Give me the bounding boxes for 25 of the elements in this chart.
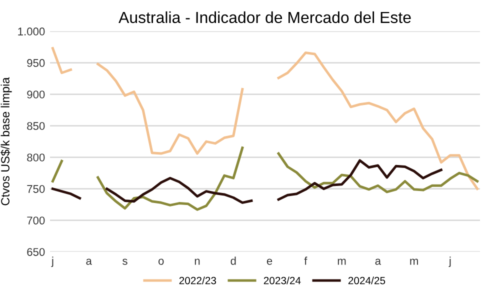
- x-tick-label: s: [122, 258, 128, 265]
- y-tick-label: 800: [27, 154, 45, 162]
- x-tick-label: e: [266, 258, 272, 265]
- x-tick-label: f: [304, 256, 308, 265]
- y-tick-label: 900: [27, 90, 45, 98]
- y-tick-label: 700: [27, 216, 45, 224]
- y-axis-title: Ctvos US$/k base limpia: [0, 77, 12, 206]
- legend-label: 2023/24: [264, 276, 301, 284]
- x-tick-label: a: [375, 258, 382, 265]
- x-tick-label: n: [194, 258, 200, 265]
- x-tick-label: j: [448, 256, 451, 268]
- x-tick-label: d: [230, 256, 236, 265]
- x-tick-label: a: [86, 258, 92, 265]
- x-tick-label: j: [51, 256, 54, 268]
- y-tick-label: 1.000: [18, 28, 45, 36]
- x-tick-label: m: [338, 258, 346, 265]
- x-tick-label: o: [158, 258, 164, 265]
- legend-label: 2022/23: [179, 276, 216, 284]
- legend-label: 2024/25: [348, 276, 386, 284]
- y-tick-label: 950: [27, 59, 45, 67]
- y-tick-label: 850: [27, 122, 45, 130]
- y-tick-label: 650: [27, 248, 45, 256]
- chart-title: Australia - Indicador de Mercado del Este: [118, 11, 411, 24]
- x-tick-label: m: [410, 258, 418, 265]
- y-tick-label: 750: [27, 185, 45, 193]
